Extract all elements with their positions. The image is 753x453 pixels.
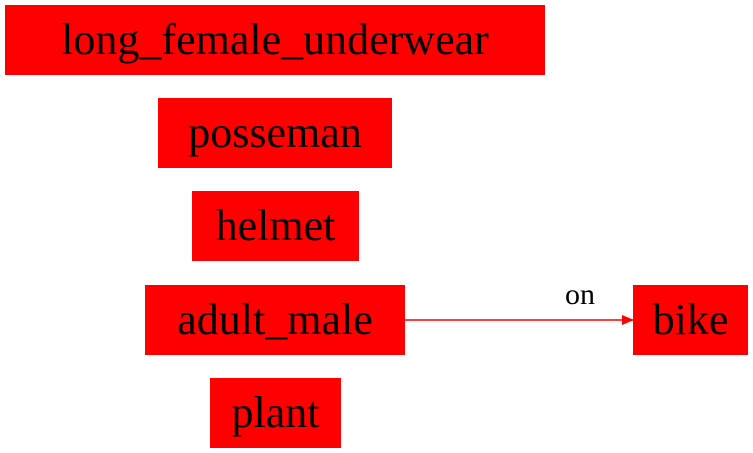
node-helmet: helmet [192, 191, 359, 261]
node-long-female-underwear: long_female_underwear [5, 5, 545, 75]
edge-label-on: on [565, 278, 595, 311]
node-posseman: posseman [158, 98, 392, 168]
node-plant: plant [210, 378, 341, 448]
node-bike: bike [633, 285, 748, 355]
node-adult-male: adult_male [145, 285, 405, 355]
